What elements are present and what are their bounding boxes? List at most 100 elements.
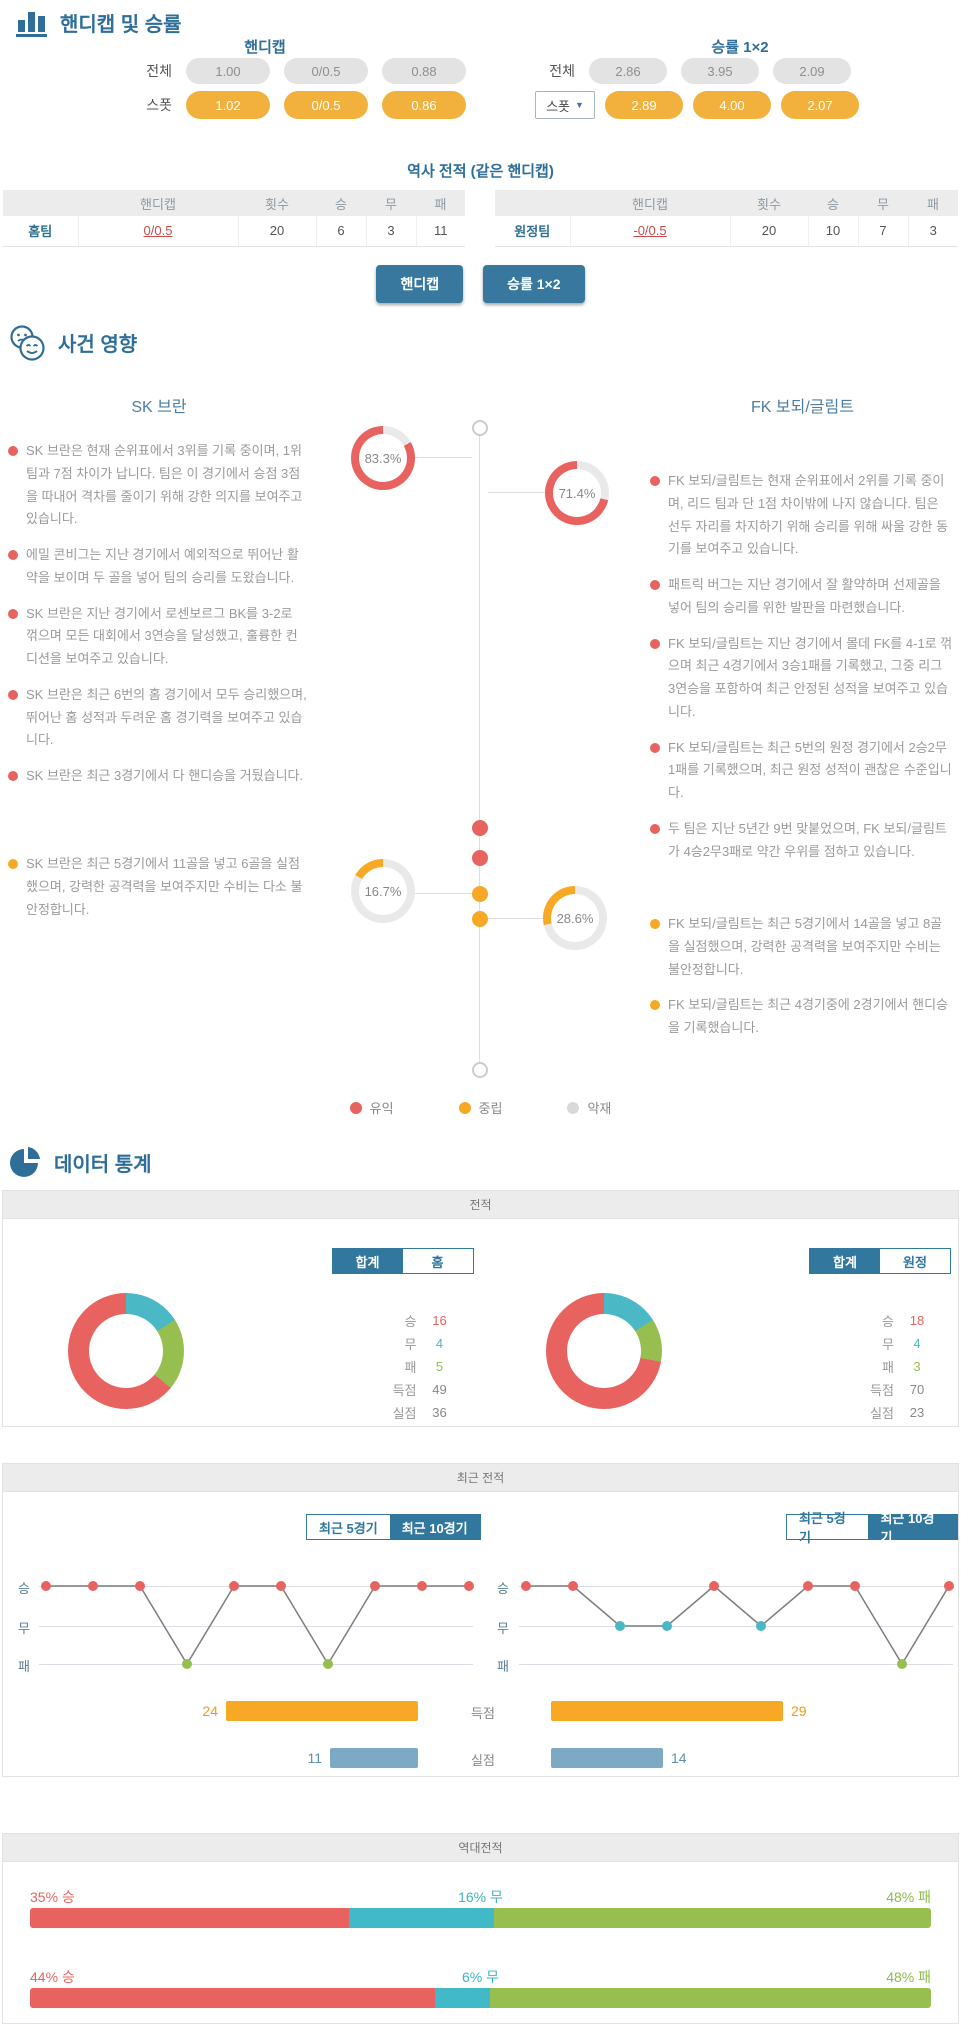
stat-value: 5 bbox=[435, 1359, 444, 1374]
handicap-column-title: 핸디캡 bbox=[244, 39, 286, 56]
form-dot bbox=[803, 1581, 813, 1591]
away-record-stats: 승 18 무 4 패 3 득점 70 실점 23 bbox=[846, 1309, 940, 1424]
bullet-dot-icon bbox=[650, 638, 660, 649]
winrate-button[interactable]: 승률 1×2 bbox=[483, 265, 585, 303]
away-goals-bar bbox=[551, 1701, 783, 1721]
form-dot bbox=[370, 1581, 380, 1591]
handicap-all-line: 0/0.5 bbox=[284, 58, 368, 84]
timeline-dot-neutral bbox=[472, 886, 488, 902]
stat-label: 실점 bbox=[392, 1406, 417, 1421]
h2h-panel-header: 역대전적 bbox=[3, 1834, 958, 1862]
chevron-down-icon: ▼ bbox=[575, 100, 584, 110]
form-dot bbox=[709, 1581, 719, 1591]
bullet-dot-icon bbox=[650, 580, 660, 590]
away-record-donut bbox=[545, 1293, 662, 1409]
bullet-dot-icon bbox=[650, 476, 660, 486]
stat-label: 패 bbox=[404, 1360, 417, 1375]
spot-select[interactable]: 스폿 ▼ bbox=[535, 91, 595, 119]
home-win: 6 bbox=[315, 216, 366, 247]
away-handicap-link[interactable]: -0/0.5 bbox=[633, 223, 667, 239]
home-good-bullets: SK 브란은 현재 순위표에서 3위를 기록 중이며, 1위 팀과 7점 차이가… bbox=[8, 440, 308, 788]
event-bullet-text: SK 브란은 지난 경기에서 로센보르그 BK를 3-2로 꺾으며 모든 대회에… bbox=[26, 605, 298, 667]
event-bullet: SK 브란은 최근 6번의 홈 경기에서 모두 승리했으며, 뛰어난 홈 성적과… bbox=[8, 684, 308, 752]
bullet-dot-icon bbox=[8, 550, 18, 560]
tab-last5[interactable]: 최근 5경기 bbox=[799, 1511, 846, 1545]
timeline-end-ring bbox=[472, 1062, 488, 1078]
stat-label: 승 bbox=[404, 1314, 417, 1329]
col-count: 횟수 bbox=[238, 190, 316, 216]
home-team-name: SK 브란 bbox=[131, 399, 187, 416]
event-bullet-text: SK 브란은 현재 순위표에서 3위를 기록 중이며, 1위 팀과 7점 차이가… bbox=[26, 443, 303, 527]
tab-last10[interactable]: 최근 10경기 bbox=[868, 1511, 957, 1545]
stat-label: 무 bbox=[882, 1337, 894, 1352]
winrate-all-2: 2.09 bbox=[773, 58, 851, 84]
col-draw: 무 bbox=[858, 190, 908, 216]
col-count: 횟수 bbox=[730, 190, 808, 216]
events-legend: 유익 중립 악재 bbox=[0, 1098, 961, 1117]
winrate-spot-1: 2.89 bbox=[605, 91, 683, 119]
all-label: 전체 bbox=[146, 63, 172, 79]
h2h-stacked-bar bbox=[30, 1988, 931, 2008]
gridline-draw bbox=[39, 1626, 473, 1627]
timeline-dot-neutral bbox=[472, 911, 488, 927]
tab-total[interactable]: 합계 bbox=[810, 1249, 880, 1273]
event-bullet-text: 패트릭 버그는 지난 경기에서 잘 활약하며 선제골을 넣어 팀의 승리를 위한… bbox=[668, 577, 941, 615]
form-dot bbox=[229, 1581, 239, 1591]
home-record-stats: 승 16 무 4 패 5 득점 49 실점 36 bbox=[369, 1309, 463, 1424]
handicap-button[interactable]: 핸디캡 bbox=[376, 265, 464, 303]
tab-last5[interactable]: 최근 5경기 bbox=[319, 1520, 378, 1536]
form-dot bbox=[323, 1659, 333, 1669]
handicap-spot-line: 0/0.5 bbox=[284, 91, 368, 119]
tab-away[interactable]: 원정 bbox=[903, 1254, 927, 1270]
home-handicap-link[interactable]: 0/0.5 bbox=[143, 223, 173, 239]
col-draw: 무 bbox=[366, 190, 416, 216]
events-body: SK 브란 FK 보되/글림트 SK 브란은 현재 순위표에서 3위를 기록 중… bbox=[0, 365, 961, 1140]
tab-home[interactable]: 홈 bbox=[431, 1254, 444, 1270]
stat-label: 득점 bbox=[392, 1383, 417, 1398]
legend-label: 유익 bbox=[369, 1101, 394, 1116]
gridline-lose bbox=[519, 1664, 953, 1665]
event-bullet: FK 보되/글림트는 현재 순위표에서 2위를 기록 중이며, 리드 팀과 단 … bbox=[650, 470, 953, 561]
lose-segment bbox=[494, 1908, 931, 1928]
home-count: 20 bbox=[237, 216, 316, 247]
ylabel-lose: 패 bbox=[497, 1659, 509, 1674]
h2h-labels-row: 35% 승 16% 무 48% 패 bbox=[30, 1887, 931, 1907]
legend-label: 중립 bbox=[478, 1101, 503, 1116]
stat-value: 18 bbox=[909, 1313, 925, 1328]
away-good-percent: 71.4% bbox=[553, 469, 601, 517]
mode-buttons: 핸디캡 승률 1×2 bbox=[0, 265, 961, 303]
h2h-panel: 역대전적 35% 승 16% 무 48% 패 44% 승 6% 무 48% 패 bbox=[2, 1833, 959, 2024]
timeline-dot-good bbox=[472, 820, 488, 836]
home-conceded-bar bbox=[330, 1748, 418, 1768]
event-bullet: SK 브란은 최근 3경기에서 다 핸디승을 거뒀습니다. bbox=[8, 765, 308, 788]
form-dot bbox=[615, 1621, 625, 1631]
winrate-all-1: 2.86 bbox=[589, 58, 667, 84]
ylabel-lose: 패 bbox=[18, 1659, 30, 1674]
home-recent-toggle: 최근 5경기 최근 10경기 bbox=[306, 1514, 481, 1540]
win-segment bbox=[30, 1908, 349, 1928]
bullet-dot-icon bbox=[650, 1000, 660, 1011]
handicap-all-away-odds: 0.88 bbox=[382, 58, 466, 84]
winrate-all-row: 전체 2.86 3.95 2.09 bbox=[543, 58, 851, 84]
bullet-dot-icon bbox=[8, 608, 18, 619]
stat-value: 36 bbox=[432, 1405, 447, 1420]
stats-section: 데이터 통계 전적 합계 홈 승 16 무 4 패 5 득점 49 실점 36 합계 원정 승 18… bbox=[0, 1140, 961, 2024]
handicap-spot-away-odds: 0.86 bbox=[382, 91, 466, 119]
home-conceded-value: 11 bbox=[307, 1750, 322, 1766]
away-draw: 7 bbox=[857, 216, 908, 247]
event-bullet-text: FK 보되/글림트는 현재 순위표에서 2위를 기록 중이며, 리드 팀과 단 … bbox=[668, 473, 949, 557]
away-win: 10 bbox=[807, 216, 858, 247]
record-away-half: 합계 원정 승 18 무 4 패 3 득점 70 실점 23 bbox=[481, 1219, 959, 1427]
spot-select-value: 스폿 bbox=[546, 98, 570, 114]
form-dot bbox=[135, 1581, 145, 1591]
away-neutral-percent: 28.6% bbox=[551, 894, 599, 942]
home-record-donut bbox=[68, 1293, 184, 1409]
away-lose: 3 bbox=[907, 216, 958, 247]
handicap-all-row: 전체 1.00 0/0.5 0.88 bbox=[140, 58, 466, 84]
form-dot bbox=[944, 1581, 954, 1591]
event-bullet-text: FK 보되/글림트는 최근 4경기중에 2경기에서 핸디승을 기록했습니다. bbox=[668, 997, 948, 1035]
away-team-name: FK 보되/글림트 bbox=[751, 399, 854, 416]
tab-last10[interactable]: 최근 10경기 bbox=[389, 1515, 480, 1539]
tab-total[interactable]: 합계 bbox=[332, 1249, 403, 1273]
events-section: 사건 영향 SK 브란 FK 보되/글림트 SK 브란은 현재 순위표에서 3위… bbox=[0, 320, 961, 1140]
